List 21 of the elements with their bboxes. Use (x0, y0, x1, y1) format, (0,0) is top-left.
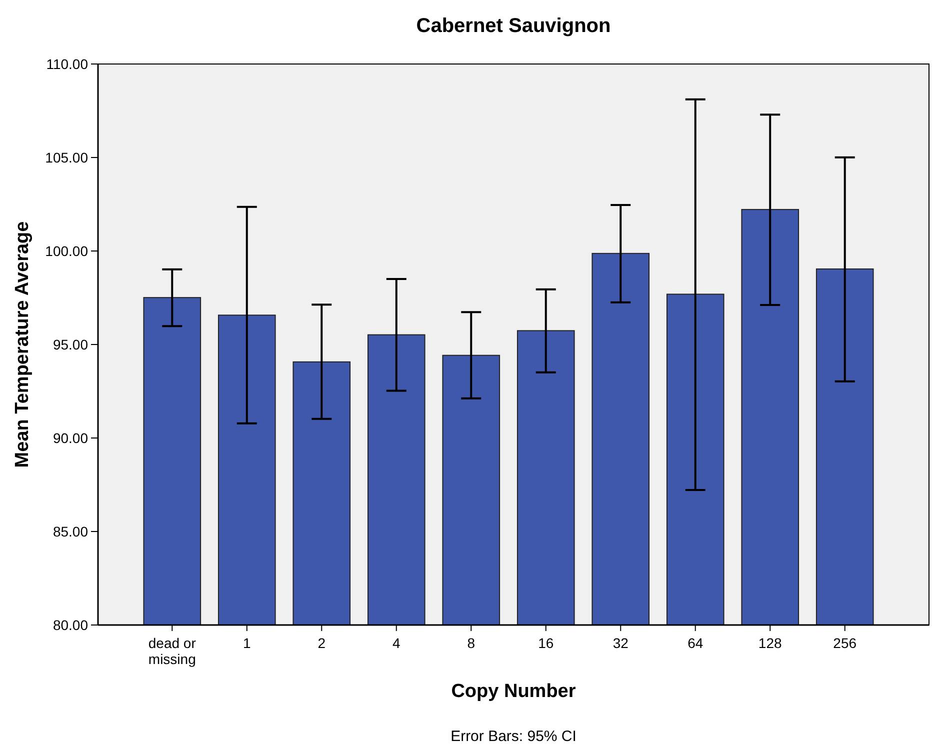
y-tick-label: 85.00 (52, 523, 88, 540)
x-tick-label: dead or missing (148, 635, 196, 667)
x-tick-label: 64 (688, 635, 704, 651)
y-tick-label: 110.00 (46, 56, 88, 72)
y-axis-title: Mean Temperature Average (12, 221, 33, 468)
x-tick-label: 8 (467, 635, 476, 651)
chart-title: Cabernet Sauvignon (416, 15, 611, 37)
x-axis-title: Copy Number (451, 681, 576, 702)
x-tick-label: 16 (538, 635, 554, 651)
x-tick-label: 256 (833, 635, 857, 651)
y-tick-label: 105.00 (45, 149, 88, 166)
text: Error Bars: 95% CI (450, 728, 576, 745)
y-tick-label: 100.00 (45, 242, 88, 259)
y-tick-label: 90.00 (52, 430, 88, 446)
y-tick-label: 80.00 (52, 616, 88, 633)
x-tick-label: 32 (612, 635, 629, 651)
x-tick-label: 4 (392, 635, 400, 651)
x-tick-label: 128 (758, 635, 782, 651)
x-tick-label: 1 (242, 635, 251, 651)
x-tick-label: 2 (318, 635, 326, 651)
y-tick-label: 95.00 (52, 336, 88, 352)
